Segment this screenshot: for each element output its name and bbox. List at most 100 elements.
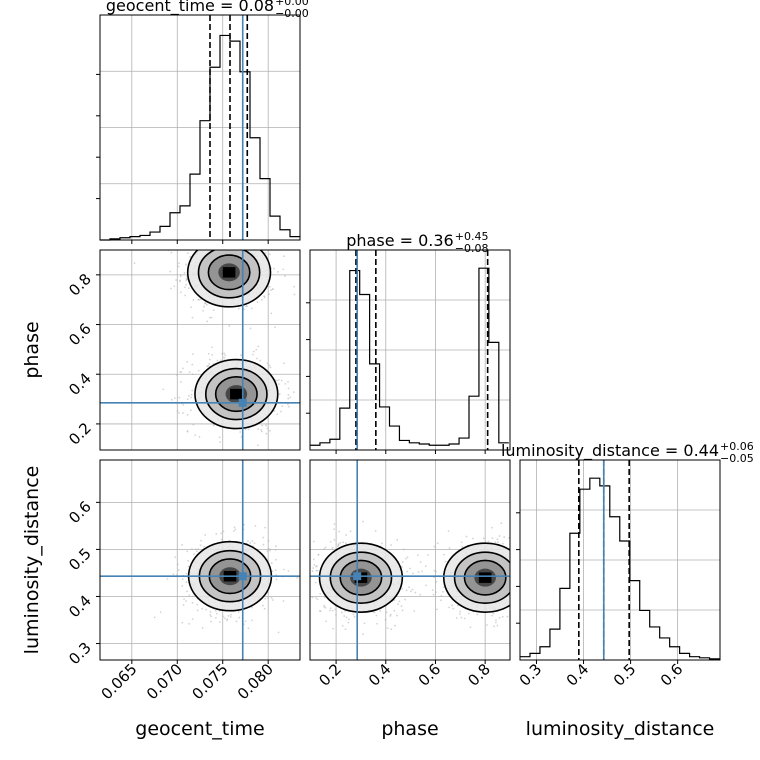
scatter-point bbox=[531, 553, 533, 555]
scatter-point bbox=[379, 610, 382, 612]
scatter-point bbox=[238, 236, 240, 238]
scatter-point bbox=[495, 619, 497, 622]
scatter-point bbox=[181, 543, 183, 546]
scatter-point bbox=[455, 617, 458, 619]
scatter-point bbox=[337, 544, 340, 546]
scatter-point bbox=[234, 528, 237, 531]
scatter-point bbox=[296, 576, 299, 579]
y-tick-label: 0.8 bbox=[65, 270, 95, 300]
scatter-point bbox=[347, 621, 350, 624]
contour-line bbox=[207, 254, 251, 291]
scatter-point bbox=[257, 428, 260, 430]
scatter-point bbox=[220, 243, 222, 245]
scatter-point bbox=[304, 397, 306, 399]
scatter-point bbox=[279, 233, 281, 235]
scatter-point bbox=[273, 410, 276, 413]
scatter-point bbox=[345, 534, 348, 536]
scatter-point bbox=[527, 597, 529, 599]
scatter-point bbox=[538, 579, 540, 581]
scatter-point bbox=[241, 244, 243, 246]
scatter-point bbox=[287, 403, 289, 406]
scatter-point bbox=[264, 597, 266, 600]
scatter-point bbox=[186, 550, 189, 553]
scatter-point bbox=[341, 624, 344, 627]
scatter-point bbox=[188, 594, 191, 597]
scatter-point bbox=[249, 327, 252, 330]
scatter-point bbox=[181, 367, 184, 370]
scatter-point bbox=[440, 599, 442, 602]
scatter-point bbox=[187, 287, 190, 290]
scatter-point bbox=[219, 230, 221, 232]
scatter-point bbox=[223, 235, 225, 237]
scatter-point bbox=[516, 566, 518, 568]
scatter-point bbox=[323, 596, 326, 599]
scatter-point bbox=[394, 624, 397, 627]
scatter-point bbox=[232, 247, 234, 249]
scatter-point bbox=[353, 615, 356, 618]
scatter-point bbox=[264, 526, 267, 529]
scatter-point bbox=[349, 530, 352, 533]
scatter-point bbox=[253, 244, 255, 246]
scatter-point bbox=[226, 244, 228, 246]
scatter-point bbox=[511, 600, 513, 602]
scatter-point bbox=[188, 622, 191, 625]
scatter-point bbox=[533, 567, 535, 569]
scatter-point bbox=[186, 360, 189, 363]
scatter-point bbox=[512, 589, 514, 591]
scatter-point bbox=[319, 593, 322, 595]
scatter-point bbox=[539, 583, 541, 585]
scatter-point bbox=[266, 247, 268, 249]
scatter-point bbox=[362, 633, 364, 636]
scatter-point bbox=[220, 532, 223, 535]
scatter-point bbox=[542, 591, 544, 593]
scatter-point bbox=[261, 298, 263, 301]
scatter-point bbox=[227, 246, 229, 248]
x-axis-label-luminosity_distance: luminosity_distance bbox=[526, 718, 715, 740]
scatter-point bbox=[523, 596, 525, 598]
scatter-point bbox=[401, 587, 404, 590]
scatter-point bbox=[498, 617, 501, 619]
scatter-point bbox=[243, 308, 245, 311]
scatter-point bbox=[405, 589, 408, 592]
scatter-point bbox=[513, 567, 515, 569]
scatter-point bbox=[319, 610, 322, 613]
scatter-point bbox=[282, 600, 285, 602]
scatter-point bbox=[244, 428, 247, 431]
scatter-point bbox=[401, 609, 404, 612]
scatter-point bbox=[257, 444, 259, 447]
x-tick-label: 0.4 bbox=[365, 660, 395, 690]
scatter-point bbox=[269, 429, 271, 432]
scatter-point bbox=[198, 436, 201, 438]
scatter-point bbox=[214, 616, 217, 619]
scatter-point bbox=[398, 600, 401, 603]
scatter-point bbox=[191, 363, 194, 366]
scatter-point bbox=[411, 588, 414, 591]
panel-content bbox=[100, 460, 300, 660]
panel-content bbox=[100, 230, 306, 450]
scatter-point bbox=[288, 405, 290, 408]
scatter-point bbox=[244, 241, 246, 243]
scatter-point bbox=[159, 611, 162, 614]
scatter-point bbox=[179, 291, 182, 294]
scatter-point bbox=[324, 546, 327, 549]
scatter-point bbox=[340, 611, 343, 614]
scatter-point bbox=[331, 546, 334, 549]
scatter-point bbox=[181, 585, 184, 587]
scatter-point bbox=[287, 397, 290, 400]
y-tick-label: 0.6 bbox=[65, 497, 95, 527]
scatter-point bbox=[529, 572, 531, 574]
scatter-point bbox=[401, 566, 403, 568]
density-panel-phase-luminosity_distance bbox=[309, 459, 544, 661]
scatter-point bbox=[432, 593, 435, 596]
scatter-point bbox=[531, 540, 533, 542]
scatter-point bbox=[539, 565, 541, 567]
scatter-point bbox=[202, 309, 204, 312]
scatter-point bbox=[235, 620, 238, 623]
histogram-step bbox=[310, 267, 509, 446]
contour-line bbox=[194, 358, 279, 430]
scatter-point bbox=[333, 539, 336, 541]
scatter-point bbox=[284, 382, 287, 385]
scatter-point bbox=[177, 265, 180, 268]
scatter-point bbox=[211, 245, 213, 247]
scatter-point bbox=[506, 615, 509, 618]
